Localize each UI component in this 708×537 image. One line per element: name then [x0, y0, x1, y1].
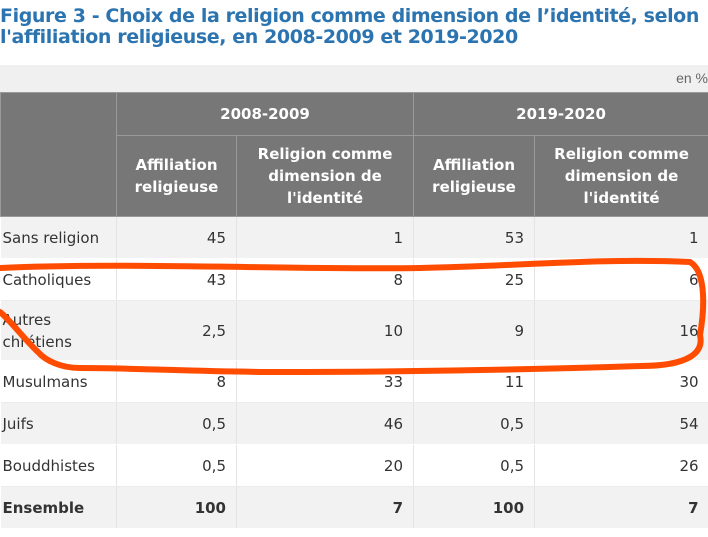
table-row: Sans religion 45 1 53 1 [0, 216, 708, 259]
row-label: Ensemble [0, 486, 117, 529]
data-table: 2008-2009 2019-2020 Affiliation religieu… [0, 92, 708, 529]
row-label: Sans religion [0, 216, 117, 259]
row-label: Catholiques [0, 258, 117, 301]
table-cell: 7 [534, 486, 708, 529]
table-cell: 26 [534, 444, 708, 487]
table-cell: 0,5 [413, 444, 535, 487]
table-row: Catholiques 43 8 25 6 [0, 258, 708, 301]
table-cell: 11 [413, 360, 535, 403]
table-cell: 100 [116, 486, 237, 529]
table-cell: 54 [534, 402, 708, 445]
column-header: Affiliation religieuse [116, 135, 237, 217]
table-cell: 33 [235, 360, 414, 403]
table-row: Ensemble 100 7 100 7 [0, 486, 708, 529]
table-row: Autres chrétiens 2,5 10 9 16 [0, 300, 708, 361]
table-cell: 100 [413, 486, 535, 529]
table-cell: 30 [534, 360, 708, 403]
table-cell: 53 [413, 216, 535, 259]
table-cell: 45 [116, 216, 237, 259]
period-header: 2008-2009 [115, 92, 415, 136]
table-row: Bouddhistes 0,5 20 0,5 26 [0, 444, 708, 487]
table-cell: 8 [235, 258, 414, 301]
table-cell: 1 [534, 216, 708, 259]
table-cell: 25 [413, 258, 535, 301]
table-cell: 43 [116, 258, 237, 301]
table-cell: 6 [534, 258, 708, 301]
row-label: Autres chrétiens [0, 300, 117, 361]
table-cell: 0,5 [116, 444, 237, 487]
period-header: 2019-2020 [413, 92, 708, 136]
table-cell: 2,5 [116, 300, 237, 361]
corner-header [0, 92, 117, 217]
table-cell: 16 [534, 300, 708, 361]
column-header: Religion comme dimension de l'identité [534, 135, 708, 217]
unit-bar: en % [0, 65, 708, 92]
table-cell: 1 [235, 216, 414, 259]
row-label: Bouddhistes [0, 444, 117, 487]
row-label: Musulmans [0, 360, 117, 403]
table-row: Juifs 0,5 46 0,5 54 [0, 402, 708, 445]
unit-label: en % [676, 70, 708, 86]
table-cell: 9 [413, 300, 535, 361]
figure-title: Figure 3 - Choix de la religion comme di… [0, 5, 699, 48]
column-header: Religion comme dimension de l'identité [235, 135, 415, 217]
table-row: Musulmans 8 33 11 30 [0, 360, 708, 403]
table-cell: 8 [116, 360, 237, 403]
row-label: Juifs [0, 402, 117, 445]
table-cell: 0,5 [413, 402, 535, 445]
table-cell: 20 [235, 444, 414, 487]
table-cell: 7 [235, 486, 414, 529]
table-cell: 10 [235, 300, 414, 361]
table-cell: 46 [235, 402, 414, 445]
table-cell: 0,5 [116, 402, 237, 445]
column-header: Affiliation religieuse [413, 135, 536, 217]
